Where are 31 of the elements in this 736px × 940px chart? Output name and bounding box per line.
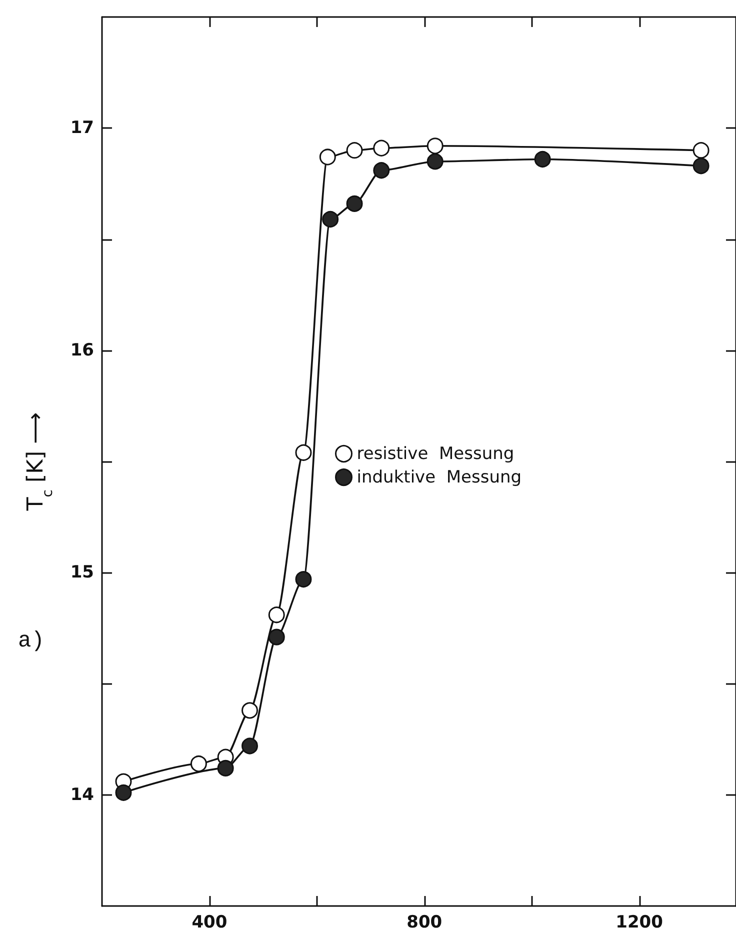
point: [295, 444, 312, 461]
y-tick-label: 14: [70, 784, 94, 805]
point: [346, 195, 363, 212]
text: a): [18, 628, 44, 654]
legend-label: resistive Messung: [356, 444, 514, 464]
point: [268, 606, 285, 624]
point: [692, 158, 710, 174]
x-tick-label: 1200: [616, 912, 664, 932]
point: [322, 211, 339, 228]
y-tick-label: 15: [70, 562, 94, 583]
point: [242, 738, 258, 754]
y-axis-title: Tc [K] ⟶: [24, 412, 56, 512]
y-tick-label: 17: [70, 118, 94, 138]
point: [426, 153, 444, 170]
legend-label: induktive Messung: [356, 467, 522, 488]
point: [534, 150, 551, 168]
point: [217, 760, 234, 776]
x-tick-label: 800: [406, 912, 442, 932]
point: [295, 571, 312, 588]
point: [373, 140, 390, 156]
point: [242, 702, 258, 719]
point: [346, 142, 363, 159]
point: [115, 784, 132, 801]
point: [692, 142, 710, 159]
y-tick-label: 16: [70, 340, 94, 360]
point: [268, 628, 285, 646]
point: [373, 162, 390, 179]
point: [426, 138, 444, 154]
point: [319, 148, 336, 166]
point: [190, 756, 207, 772]
x-tick-label: 400: [192, 912, 228, 932]
